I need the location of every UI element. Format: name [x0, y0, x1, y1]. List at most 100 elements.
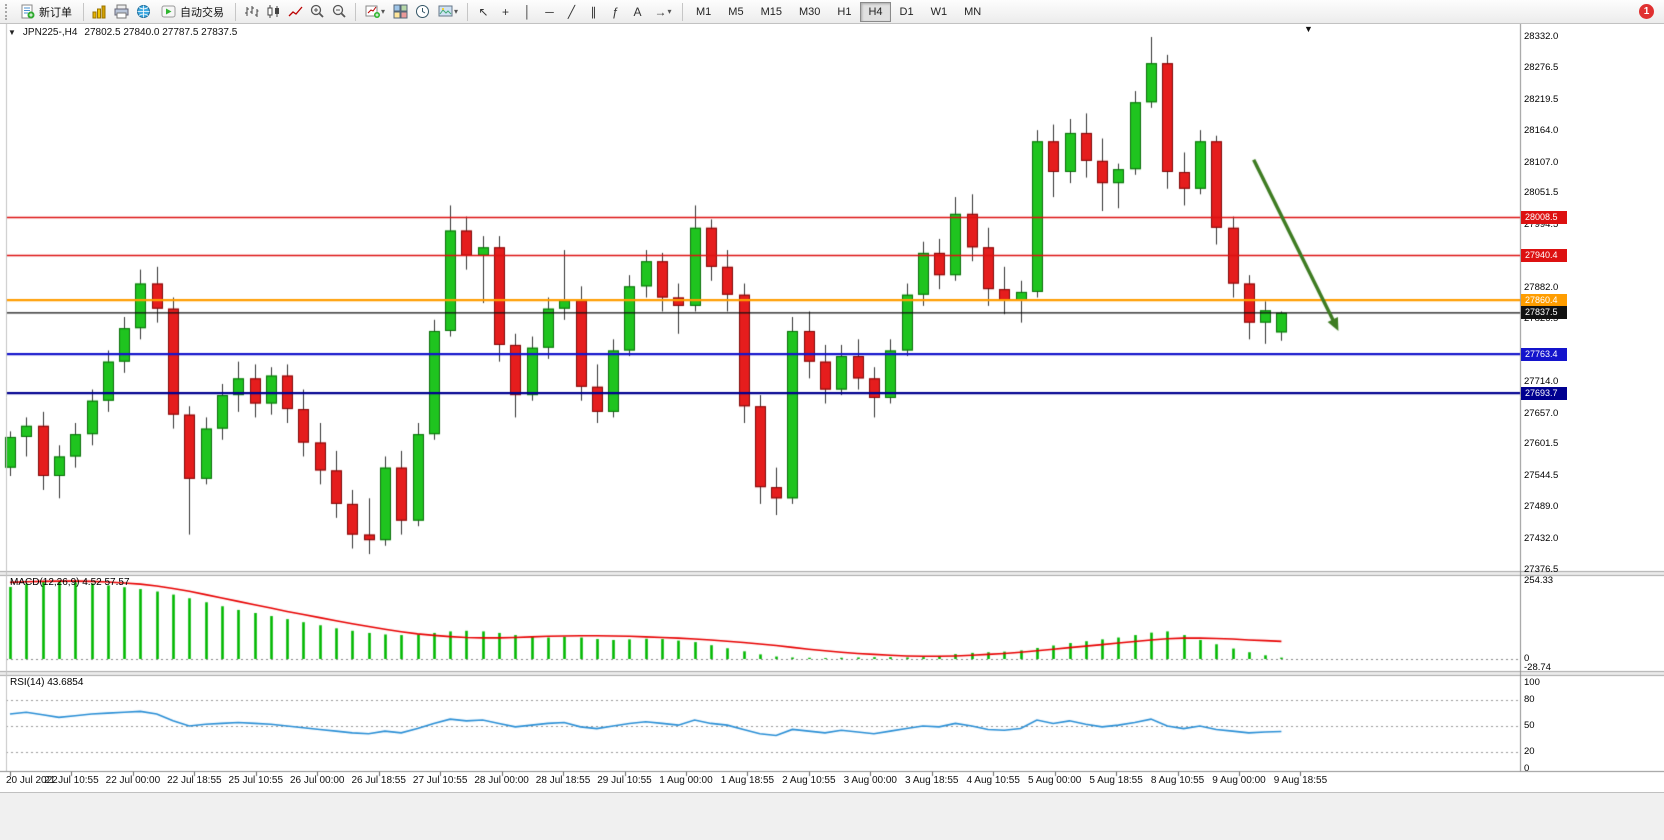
toolbar: 新订单 自动交易 ▾ ▾ ↖ +: [0, 0, 1664, 24]
trendline-tool-button[interactable]: ╱: [561, 1, 582, 22]
time-axis-label: 29 Jul 10:55: [597, 775, 652, 786]
time-axis-label: 25 Jul 10:55: [228, 775, 284, 786]
chart-shift-marker[interactable]: ▼: [1304, 24, 1313, 34]
timeframe-m1[interactable]: M1: [688, 2, 719, 22]
chart-header: ▼ JPN225-,H4 27802.5 27840.0 27787.5 278…: [8, 27, 237, 38]
timeframe-h1[interactable]: H1: [829, 2, 859, 22]
zoom-in-button[interactable]: [307, 1, 328, 22]
fibonacci-icon: ƒ: [612, 4, 619, 19]
market-watch-button[interactable]: [89, 1, 110, 22]
horizontal-line-tool-button[interactable]: ─: [539, 1, 560, 22]
price-tag: 27763.4: [1521, 347, 1567, 361]
timeframe-d1[interactable]: D1: [892, 2, 922, 22]
time-axis-label: 22 Jul 18:55: [167, 775, 222, 786]
price-axis-label: 27882.0: [1524, 282, 1559, 294]
zoom-out-icon: [332, 4, 346, 18]
price-tag: 28008.5: [1521, 210, 1567, 224]
time-axis-label: 20 Jul 2022: [6, 775, 58, 786]
arrow-tool-icon: →: [654, 4, 667, 19]
time-axis-label: 28 Jul 18:55: [535, 775, 591, 786]
horizontal-line-icon: ─: [545, 4, 554, 19]
clock-icon: [416, 5, 429, 18]
cursor-icon: ↖: [478, 4, 489, 19]
timeframe-m30[interactable]: M30: [791, 2, 828, 22]
price-axis-label: 28332.0: [1524, 31, 1559, 42]
toolbar-separator: [682, 2, 683, 21]
vertical-line-tool-button[interactable]: │: [517, 1, 538, 22]
text-tool-button[interactable]: A: [627, 1, 648, 22]
one-click-trading-toggle[interactable]: ▼: [8, 28, 16, 37]
status-bar: [0, 792, 1664, 840]
timeframe-mn[interactable]: MN: [956, 2, 989, 22]
fibonacci-tool-button[interactable]: ƒ: [605, 1, 626, 22]
globe-button[interactable]: [133, 1, 154, 22]
timeframe-m5[interactable]: M5: [720, 2, 751, 22]
chart-symbol-period: JPN225-,H4: [22, 27, 78, 38]
rsi-scale-label: 80: [1524, 694, 1535, 706]
print-button[interactable]: [111, 1, 132, 22]
autotrading-button[interactable]: 自动交易: [155, 1, 230, 22]
rsi-scale-label: 20: [1524, 745, 1535, 757]
time-axis-label: 8 Aug 10:55: [1150, 775, 1205, 786]
line-chart-button[interactable]: [285, 1, 306, 22]
channel-icon: ∥: [590, 4, 597, 19]
macd-label: MACD(12,26,9) 4.52 57.57: [10, 577, 130, 588]
new-chart-button[interactable]: ▾: [361, 1, 389, 22]
channel-tool-button[interactable]: ∥: [583, 1, 604, 22]
notification-badge[interactable]: 1: [1639, 4, 1654, 19]
new-order-button[interactable]: 新订单: [14, 1, 78, 22]
candlestick-icon: [267, 5, 279, 18]
rsi-label: RSI(14) 43.6854: [10, 677, 84, 688]
macd-scale-label: 254.33: [1524, 575, 1554, 586]
time-axis-label: 2 Aug 10:55: [782, 775, 836, 786]
new-order-icon: [21, 4, 35, 19]
chevron-down-icon: ▾: [453, 7, 458, 16]
toolbar-separator: [355, 2, 356, 21]
time-axis-label: 9 Aug 00:00: [1212, 775, 1266, 786]
time-axis-label: 5 Aug 00:00: [1027, 775, 1082, 786]
globe-icon: [137, 5, 150, 18]
candlestick-chart-button[interactable]: [263, 1, 284, 22]
price-axis-label: 27544.5: [1524, 470, 1559, 482]
toolbar-grip[interactable]: [5, 3, 9, 20]
price-chart-canvas[interactable]: [0, 24, 1664, 792]
toolbar-separator: [467, 2, 468, 21]
time-axis-label: 21 Jul 10:55: [44, 775, 99, 786]
bar-chart-button[interactable]: [241, 1, 262, 22]
crosshair-tool-button[interactable]: +: [495, 1, 516, 22]
price-axis-label: 27657.0: [1524, 407, 1559, 419]
price-axis-label: 28276.5: [1524, 61, 1559, 73]
price-axis-label: 27714.0: [1524, 375, 1559, 387]
macd-scale-label: -28.74: [1524, 661, 1551, 673]
bid-price-tag: 27837.5: [1521, 306, 1567, 320]
timeframe-h4[interactable]: H4: [860, 1, 891, 22]
chart-template-button[interactable]: ▾: [434, 1, 462, 22]
price-tag: 27693.7: [1521, 386, 1567, 400]
crosshair-icon: +: [501, 4, 509, 19]
autotrading-play-icon: [161, 5, 176, 18]
time-axis-label: 1 Aug 00:00: [659, 775, 713, 786]
market-watch-icon: [92, 5, 106, 19]
zoom-out-button[interactable]: [329, 1, 350, 22]
time-axis-label: 1 Aug 18:55: [720, 775, 775, 786]
cursor-tool-button[interactable]: ↖: [473, 1, 494, 22]
rsi-scale-label: 100: [1524, 677, 1540, 688]
timeframe-w1[interactable]: W1: [923, 2, 956, 22]
chevron-down-icon: ▾: [667, 7, 672, 16]
tile-windows-button[interactable]: [390, 1, 411, 22]
time-axis-label: 5 Aug 18:55: [1089, 775, 1143, 786]
chart-window: ▼ JPN225-,H4 27802.5 27840.0 27787.5 278…: [0, 24, 1664, 792]
period-clock-button[interactable]: [412, 1, 433, 22]
time-axis-label: 27 Jul 10:55: [412, 775, 468, 786]
price-axis-label: 28219.5: [1524, 93, 1559, 105]
time-axis-label: 28 Jul 00:00: [474, 775, 529, 786]
rsi-scale-label: 50: [1524, 720, 1535, 731]
vertical-line-icon: │: [523, 4, 532, 19]
price-axis-label: 28051.5: [1524, 187, 1559, 199]
template-icon: [438, 5, 453, 17]
macd-scale-label: 0: [1524, 653, 1530, 664]
time-axis-label: 3 Aug 00:00: [843, 775, 897, 786]
trendline-icon: ╱: [567, 4, 576, 19]
timeframe-m15[interactable]: M15: [753, 2, 790, 22]
arrows-tool-button[interactable]: → ▾: [649, 1, 677, 22]
